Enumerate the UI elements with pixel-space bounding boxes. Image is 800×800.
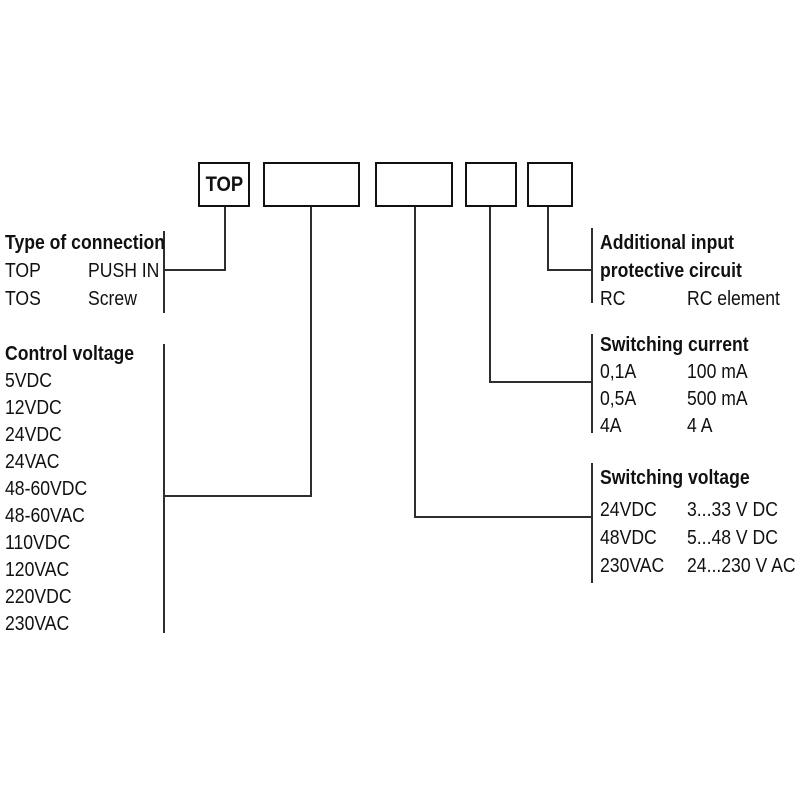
section-title-text: Control voltage — [5, 343, 135, 365]
code-row: TOS Screw — [5, 285, 187, 313]
code-row: TOP PUSH IN — [5, 257, 187, 285]
desc-cell: Screw — [88, 288, 137, 310]
order-code-box-4 — [465, 162, 517, 207]
desc-cell: 500 mA — [687, 388, 748, 410]
code-cell: 24VDC — [600, 499, 657, 521]
order-code-box-5 — [527, 162, 573, 207]
order-code-box-2 — [263, 162, 360, 207]
code-row: 48VDC 5...48 V DC — [600, 524, 800, 552]
code-cell: TOP — [5, 260, 41, 282]
desc-cell: 24...230 V AC — [687, 555, 796, 577]
order-code-box-1-label: TOP — [205, 172, 243, 196]
box2-horizontal-connector — [163, 495, 312, 497]
code-cell: TOS — [5, 288, 41, 310]
order-code-box-1: TOP — [198, 162, 250, 207]
desc-cell: 100 mA — [687, 361, 748, 383]
voltage-item: 220VDC — [5, 586, 72, 608]
box4-horizontal-connector — [489, 381, 592, 383]
bracket-switching-voltage — [591, 463, 593, 583]
code-row: 0,1A 100 mA — [600, 359, 769, 386]
box5-horizontal-connector — [547, 269, 592, 271]
section-title-line2: protective circuit — [600, 260, 742, 282]
box1-drop-line — [224, 207, 226, 271]
code-cell: 48VDC — [600, 527, 657, 549]
bracket-additional-input — [591, 228, 593, 303]
voltage-item: 24VDC — [5, 424, 62, 446]
code-cell: 0,5A — [600, 388, 637, 410]
section-title: Switching voltage — [600, 467, 750, 489]
box3-drop-line — [414, 207, 416, 518]
voltage-item: 120VAC — [5, 559, 70, 581]
section-title-text: Type of connection — [5, 232, 166, 254]
desc-cell: 3...33 V DC — [687, 499, 778, 521]
desc-cell: 5...48 V DC — [687, 527, 778, 549]
section-type-of-connection: Type of connection TOP PUSH IN TOS Screw — [5, 229, 187, 313]
code-cell: 4A — [600, 415, 622, 437]
bracket-type-of-connection — [163, 231, 165, 313]
section-control-voltage: Control voltage 5VDC 12VDC 24VDC 24VAC 4… — [5, 341, 152, 638]
section-additional-input: Additional input protective circuit RC R… — [600, 229, 793, 313]
code-cell: RC — [600, 288, 626, 310]
desc-cell: 4 A — [687, 415, 713, 437]
box1-horizontal-connector — [163, 269, 226, 271]
voltage-item: 110VDC — [5, 532, 71, 554]
section-title: Control voltage — [5, 341, 152, 368]
section-switching-voltage-rows: 24VDC 3...33 V DC 48VDC 5...48 V DC 230V… — [600, 496, 800, 580]
code-row: RC RC element — [600, 285, 793, 313]
box2-drop-line — [310, 207, 312, 497]
box3-horizontal-connector — [414, 516, 592, 518]
code-row: 4A 4 A — [600, 413, 769, 440]
voltage-item: 5VDC — [5, 370, 52, 392]
code-row: 24VDC 3...33 V DC — [600, 496, 800, 524]
desc-cell: RC element — [687, 288, 780, 310]
section-switching-voltage-title: Switching voltage — [600, 464, 770, 492]
voltage-item: 48-60VDC — [5, 478, 88, 500]
section-switching-current: Switching current 0,1A 100 mA 0,5A 500 m… — [600, 332, 769, 440]
voltage-item: 48-60VAC — [5, 505, 85, 527]
section-title: Type of connection — [5, 229, 187, 257]
voltage-item: 12VDC — [5, 397, 62, 419]
box5-drop-line — [547, 207, 549, 271]
box4-drop-line — [489, 207, 491, 383]
desc-cell: PUSH IN — [88, 260, 160, 282]
section-title: Switching current — [600, 334, 749, 356]
code-cell: 0,1A — [600, 361, 637, 383]
code-row: 0,5A 500 mA — [600, 386, 769, 413]
section-title-line1: Additional input — [600, 232, 734, 254]
bracket-control-voltage — [163, 344, 165, 633]
voltage-item: 24VAC — [5, 451, 60, 473]
code-cell: 230VAC — [600, 555, 665, 577]
bracket-switching-current — [591, 334, 593, 433]
order-code-box-3 — [375, 162, 453, 207]
voltage-item: 230VAC — [5, 613, 70, 635]
code-row: 230VAC 24...230 V AC — [600, 552, 800, 580]
